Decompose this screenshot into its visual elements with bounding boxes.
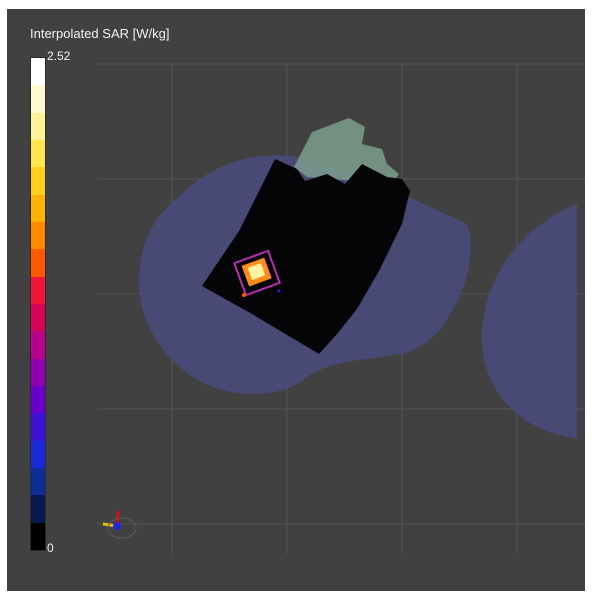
3d-viewport[interactable]: Interpolated SAR [W/kg] 2.52 0 — [7, 9, 585, 591]
colorbar-segment — [31, 58, 45, 86]
colorbar-segment — [31, 303, 45, 332]
colorbar-segment — [31, 467, 45, 496]
zoom-scan-region — [294, 118, 399, 184]
phantom-right-lobe — [481, 204, 577, 439]
colorbar-segment — [31, 331, 45, 359]
colorbar-segment — [31, 85, 45, 113]
sar-scene[interactable] — [7, 9, 585, 591]
colorbar-segment — [31, 358, 45, 386]
colorbar-segment — [31, 495, 45, 523]
colorbar-segment — [31, 276, 45, 304]
colorbar-segment — [31, 112, 45, 140]
axis-triad-icon[interactable] — [102, 510, 137, 539]
colorbar-segment — [31, 385, 45, 414]
colorbar-min-label: 0 — [47, 541, 54, 555]
colorbar-segment — [31, 194, 45, 222]
sar-colorbar — [30, 57, 46, 551]
colorbar-segment — [31, 413, 45, 441]
sar-hotspot — [232, 249, 282, 297]
colorbar-segment — [31, 167, 45, 195]
colorbar-segment — [31, 221, 45, 250]
colorbar-title: Interpolated SAR [W/kg] — [30, 26, 170, 41]
colorbar-segment — [31, 249, 45, 277]
colorbar-segment — [31, 139, 45, 168]
colorbar-max-label: 2.52 — [47, 49, 71, 63]
measurement-area — [202, 159, 410, 354]
colorbar-segment — [31, 440, 45, 468]
colorbar-segment — [31, 522, 45, 550]
